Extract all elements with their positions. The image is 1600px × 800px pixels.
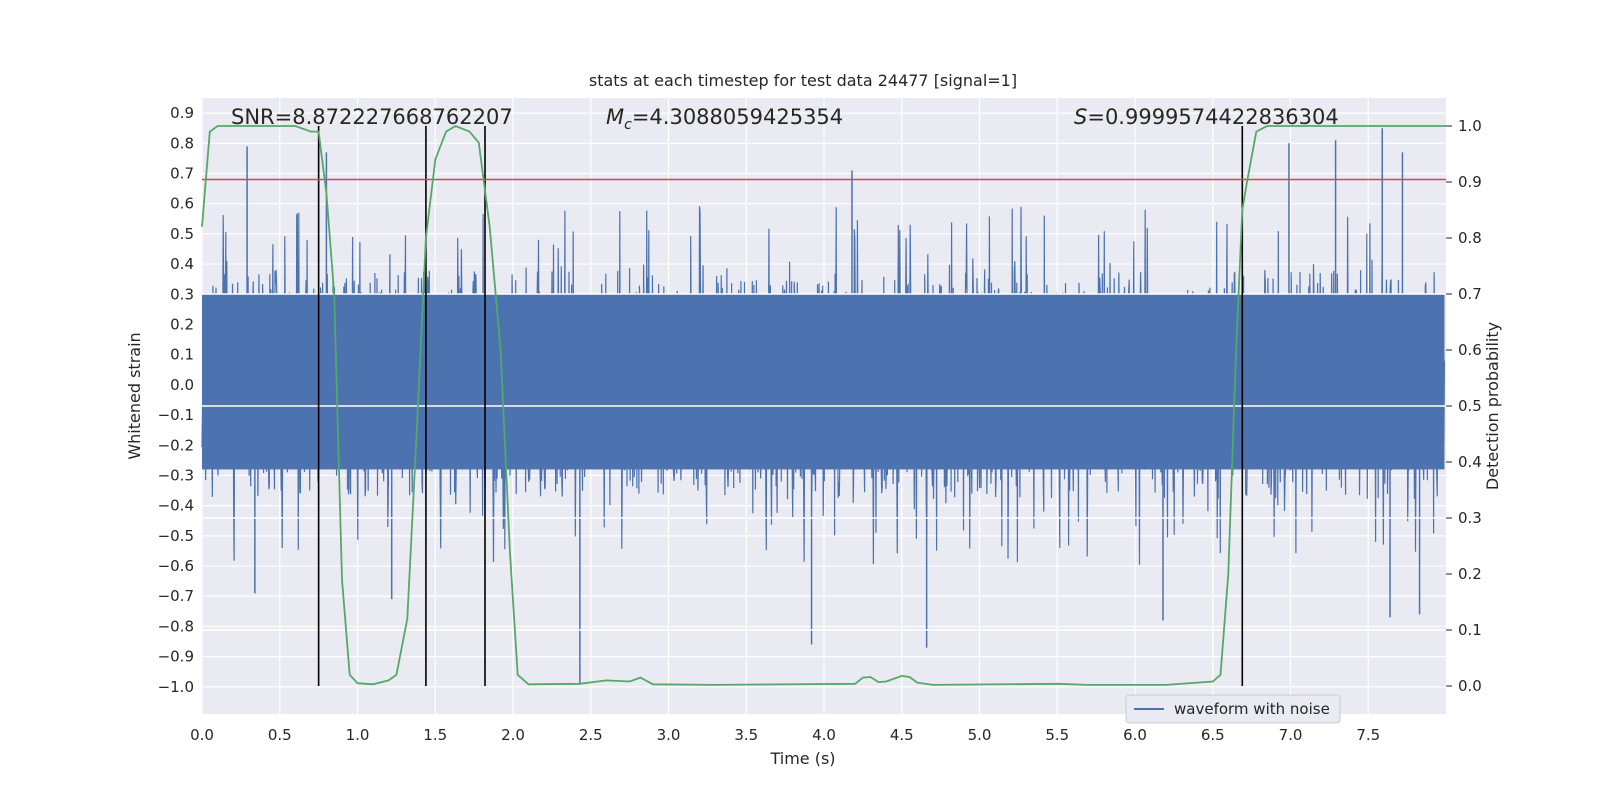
x-tick-label: 3.5 — [734, 726, 758, 744]
y-left-tick-label: 0.8 — [170, 134, 194, 152]
y-left-tick-label: 0.2 — [170, 315, 194, 333]
x-tick-label: 5.5 — [1045, 726, 1069, 744]
x-tick-label: 1.5 — [423, 726, 447, 744]
waveform-dense-band — [202, 294, 1445, 470]
y-left-tick-label: 0.6 — [170, 195, 194, 213]
x-tick-label: 3.0 — [657, 726, 681, 744]
x-tick-label: 2.5 — [579, 726, 603, 744]
legend: waveform with noise — [1125, 694, 1341, 724]
x-tick-label: 0.5 — [268, 726, 292, 744]
y-left-tick-label: −0.9 — [158, 648, 194, 666]
legend-label: waveform with noise — [1174, 700, 1330, 718]
y-right-tick-labels: 1.0 0.9 0.8 0.7 0.6 0.5 0.4 0.3 0.2 0.1 0.0 — [1446, 117, 1482, 695]
y-axis-right-label: Detection probability — [1483, 322, 1502, 490]
y-left-tick-labels: 0.9 0.8 0.7 0.6 0.5 0.4 0.3 0.2 0.1 0.0 −0.1 −0.2 −0… — [158, 104, 194, 696]
x-tick-label: 6.5 — [1201, 726, 1225, 744]
y-left-tick-label: 0.4 — [170, 255, 194, 273]
x-tick-labels: 0.0 0.5 1.0 1.5 2.0 2.5 3.0 3.5 4.0 4.5 5.0 5.5 6.0 6… — [190, 726, 1380, 744]
y-right-tick-label: 0.9 — [1458, 173, 1482, 191]
x-tick-label: 6.0 — [1123, 726, 1147, 744]
chart-title: stats at each timestep for test data 244… — [589, 71, 1017, 90]
y-right-tick-label: 0.0 — [1458, 677, 1482, 695]
y-axis-left-label: Whitened strain — [125, 332, 144, 459]
y-left-tick-label: −0.1 — [158, 406, 194, 424]
x-tick-label: 0.0 — [190, 726, 214, 744]
x-tick-label: 7.0 — [1279, 726, 1303, 744]
y-left-tick-label: −0.8 — [158, 617, 194, 635]
y-right-tick-label: 0.6 — [1458, 341, 1482, 359]
x-tick-label: 7.5 — [1356, 726, 1380, 744]
y-right-tick-label: 0.8 — [1458, 229, 1482, 247]
x-tick-label: 2.0 — [501, 726, 525, 744]
x-tick-label: 1.0 — [346, 726, 370, 744]
mc-symbol: M — [606, 105, 624, 129]
mc-subscript: c — [624, 117, 632, 133]
x-axis-label: Time (s) — [769, 749, 835, 768]
s-symbol: S — [1074, 105, 1087, 129]
x-tick-label: 4.0 — [812, 726, 836, 744]
x-tick-label: 5.0 — [968, 726, 992, 744]
chirp-mass-annotation: Mc=4.3088059425354 — [606, 105, 843, 133]
score-annotation: S=0.9999574422836304 — [1074, 105, 1339, 129]
mc-value: =4.3088059425354 — [632, 105, 843, 129]
y-left-tick-label: −0.2 — [158, 436, 194, 454]
legend-box — [1125, 694, 1341, 724]
y-right-tick-label: 0.5 — [1458, 397, 1482, 415]
y-right-tick-label: 1.0 — [1458, 117, 1482, 135]
y-right-tick-label: 0.1 — [1458, 621, 1482, 639]
y-left-tick-label: −0.5 — [158, 527, 194, 545]
y-right-tick-label: 0.7 — [1458, 285, 1482, 303]
y-left-tick-label: 0.0 — [170, 376, 194, 394]
y-left-tick-label: 0.9 — [170, 104, 194, 122]
y-left-tick-label: 0.3 — [170, 285, 194, 303]
s-value: =0.9999574422836304 — [1087, 105, 1338, 129]
y-left-tick-label: −0.6 — [158, 557, 194, 575]
y-right-tick-label: 0.2 — [1458, 565, 1482, 583]
y-right-tick-label: 0.3 — [1458, 509, 1482, 527]
detection-probability-line — [201, 124, 1446, 686]
y-left-tick-label: −0.4 — [158, 497, 194, 515]
y-left-tick-label: 0.1 — [170, 346, 194, 364]
snr-annotation: SNR=8.872227668762207 — [231, 105, 513, 129]
y-left-tick-label: 0.5 — [170, 225, 194, 243]
x-tick-label: 4.5 — [890, 726, 914, 744]
y-left-tick-label: −0.3 — [158, 466, 194, 484]
y-right-tick-label: 0.4 — [1458, 453, 1482, 471]
y-left-tick-label: −0.7 — [158, 587, 194, 605]
y-left-tick-label: −1.0 — [158, 678, 194, 696]
y-left-tick-label: 0.7 — [170, 164, 194, 182]
